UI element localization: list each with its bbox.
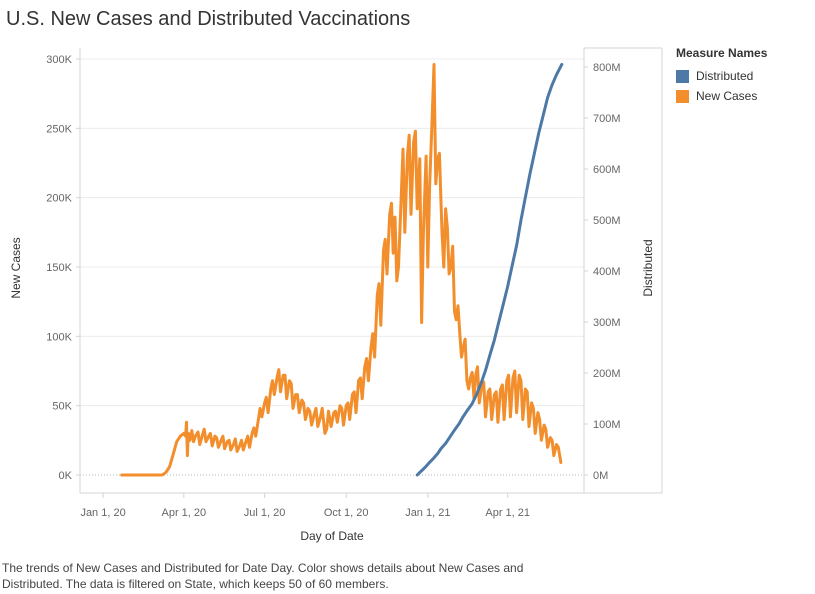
y-tick-right-label: 500M bbox=[593, 215, 621, 227]
y-tick-right-label: 400M bbox=[593, 266, 621, 278]
y-tick-left-label: 50K bbox=[52, 401, 72, 413]
legend-item-new-cases[interactable]: New Cases bbox=[676, 86, 767, 106]
y-tick-right-label: 800M bbox=[593, 62, 621, 74]
data-series[interactable] bbox=[120, 62, 564, 477]
x-tick-label: Jul 1, 20 bbox=[244, 507, 286, 519]
axes: 0K 50K 100K 150K 200K 250K 300K 0M 100M 200M 300M 4… bbox=[46, 47, 663, 519]
y-tick-right-label: 700M bbox=[593, 113, 621, 125]
legend-swatch-distributed bbox=[676, 69, 689, 83]
y-tick-left-label: 100K bbox=[46, 331, 72, 343]
y-axis-left-label: New Cases bbox=[9, 237, 23, 298]
y-axis-right-label: Distributed bbox=[641, 239, 655, 296]
legend-label-distributed: Distributed bbox=[696, 69, 754, 83]
x-tick-label: Jan 1, 20 bbox=[80, 507, 125, 519]
x-tick-label: Oct 1, 20 bbox=[324, 507, 369, 519]
series-line-new-cases[interactable] bbox=[120, 63, 563, 477]
y-tick-left-label: 300K bbox=[46, 54, 72, 66]
x-axis-label: Day of Date bbox=[300, 529, 364, 543]
legend-label-new-cases: New Cases bbox=[696, 89, 758, 103]
x-tick-label: Jan 1, 21 bbox=[405, 507, 450, 519]
legend-swatch-new-cases bbox=[676, 89, 689, 103]
grid-lines bbox=[80, 58, 584, 476]
y-tick-right-label: 100M bbox=[593, 419, 621, 431]
chart-title: U.S. New Cases and Distributed Vaccinati… bbox=[6, 8, 411, 30]
y-tick-left-label: 200K bbox=[46, 193, 72, 205]
y-tick-right-label: 300M bbox=[593, 317, 621, 329]
y-tick-left-label: 150K bbox=[46, 262, 72, 274]
y-tick-left-label: 0K bbox=[59, 470, 73, 482]
y-tick-left-label: 250K bbox=[46, 123, 72, 135]
y-tick-right-label: 200M bbox=[593, 368, 621, 380]
x-tick-label: Apr 1, 20 bbox=[161, 507, 206, 519]
chart-caption: The trends of New Cases and Distributed … bbox=[2, 561, 524, 591]
legend-title: Measure Names bbox=[676, 46, 768, 60]
y-tick-right-label: 600M bbox=[593, 164, 621, 176]
y-tick-right-label: 0M bbox=[593, 470, 608, 482]
legend: Measure Names Distributed New Cases bbox=[676, 46, 767, 106]
series-line-distributed[interactable] bbox=[415, 62, 564, 477]
legend-item-distributed[interactable]: Distributed bbox=[676, 66, 767, 86]
x-tick-label: Apr 1, 21 bbox=[485, 507, 530, 519]
